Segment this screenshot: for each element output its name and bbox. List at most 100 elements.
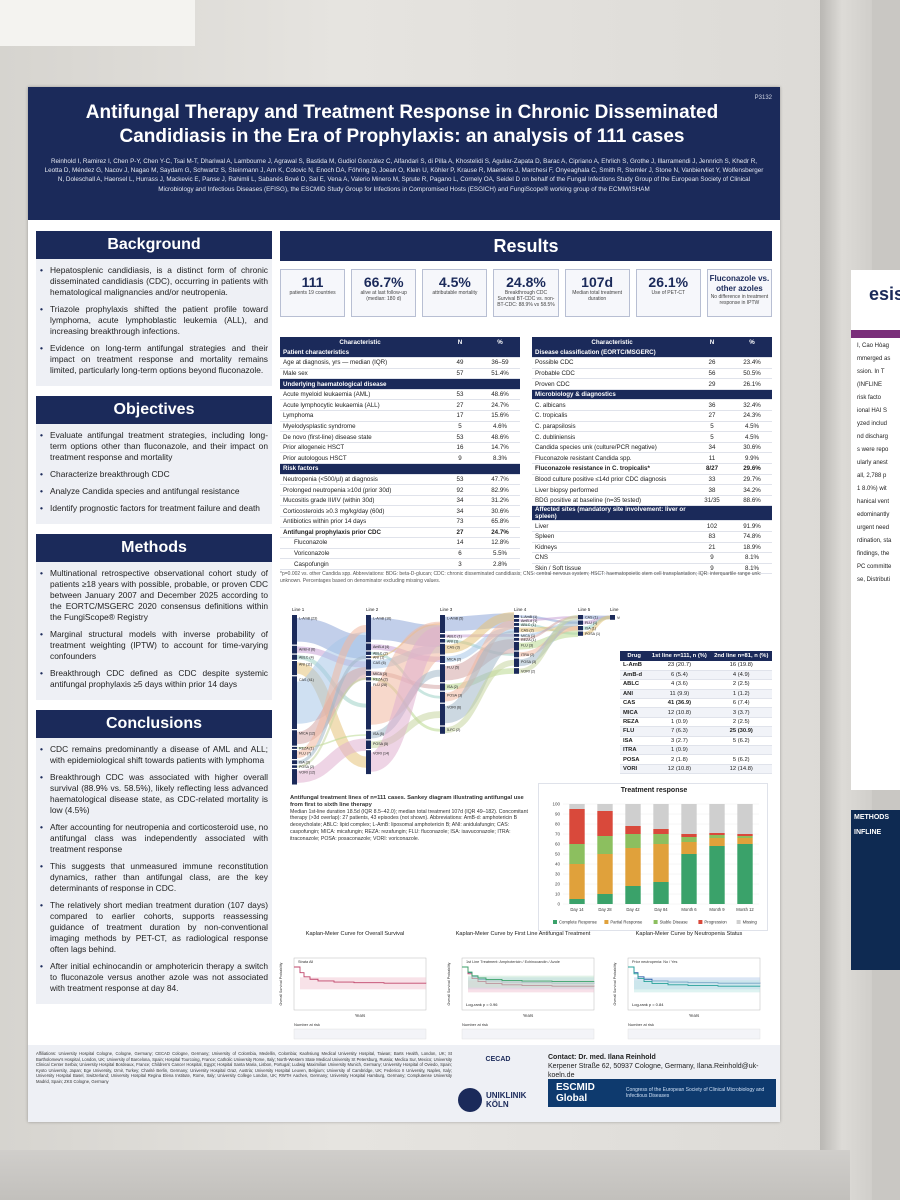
sankey-node [366, 750, 371, 775]
table-cell: 12 (10.8) [648, 764, 711, 775]
bar-segment [625, 804, 641, 826]
sankey-flow [443, 630, 516, 724]
table-cell [440, 463, 480, 475]
table-row: Lymphoma 17 15.6% [280, 410, 520, 422]
table-cell: 32.4% [732, 399, 772, 412]
sankey-node [366, 730, 371, 740]
risk-table [627, 1028, 761, 1040]
table-row: C. tropicalis 27 24.3% [532, 410, 772, 422]
sankey-node-label: FLU (1) [585, 621, 597, 625]
km-curve [294, 966, 427, 984]
kpi-value: 26.1% [648, 274, 689, 290]
sankey-node [514, 641, 519, 651]
table-cell: 6 (5.4) [648, 670, 711, 681]
y-tick-label: 100 [552, 802, 560, 807]
table-cell: 12.8% [480, 537, 520, 549]
table-cell: 2 (2.5) [710, 679, 772, 690]
y-axis-label: Overall Survival Probability [613, 962, 617, 1005]
neighbour-line: se, Distributi [857, 577, 891, 583]
table-cell: 3 (2.7) [648, 736, 711, 747]
bullet-item: Evidence on long-term antifungal strateg… [40, 343, 268, 376]
sankey-node [514, 668, 519, 674]
sankey-node [366, 740, 371, 749]
bar-segment [597, 894, 613, 904]
kpi-label: Use of PET-CT [651, 290, 686, 296]
bar-segment [681, 842, 697, 854]
sankey-node-label: VORI (6) [447, 705, 461, 709]
neighbour-line: (INFLINE [857, 382, 883, 388]
table-row: Fluconazole 14 12.8% [280, 537, 520, 549]
affiliations: Affiliations: University Hospital Cologn… [36, 1051, 452, 1084]
table-cell: 23 (20.7) [648, 661, 711, 671]
bar-segment [709, 804, 725, 833]
table-cell: 3 [440, 558, 480, 570]
x-tick-label: Day 42 [626, 907, 640, 912]
bullet-item: After accounting for neutropenia and cor… [40, 822, 268, 855]
sankey-node-label: CAS (2) [521, 628, 534, 632]
disease-characteristics-table: Characteristic N% Disease classification (… [532, 337, 772, 575]
neighbour-panel-title: METHODS [854, 814, 889, 821]
table-row: Liver biopsy performed 38 34.2% [532, 484, 772, 496]
contact-label: Contact: Dr. med. Ilana Reinhold [548, 1054, 656, 1061]
table-cell: 38 [692, 484, 732, 496]
table-cell: 2.8% [480, 558, 520, 570]
table-row: Fluconazole resistance in C. tropicalis*… [532, 463, 772, 475]
sankey-node-label: ISA (2) [447, 685, 458, 689]
sankey-node [514, 651, 519, 658]
neighbour-line: rdination, sta [857, 538, 892, 544]
sankey-node [292, 769, 297, 785]
y-tick-label: 30 [555, 872, 561, 877]
sankey-node [366, 677, 371, 681]
background-section: Background Hepatosplenic candidiasis, is… [36, 231, 272, 386]
table-cell: Kidneys [532, 542, 692, 554]
table-cell: 83 [692, 531, 732, 543]
bar-segment [681, 854, 697, 904]
sankey-flow [518, 614, 579, 674]
legend-swatch [653, 920, 658, 924]
legend-label: Partial Response [610, 920, 643, 925]
bar-segment [653, 882, 669, 904]
table-cell: 5 (6.2) [710, 736, 772, 747]
bullet-item: Hepatosplenic candidiasis, is a distinct… [40, 265, 268, 298]
table-cell: ITRA [620, 745, 649, 756]
methods-section: Methods Multinational retrospective obse… [36, 534, 272, 700]
table-cell: Antifungal prophylaxis prior CDC [280, 527, 440, 539]
legend-swatch [736, 920, 741, 924]
bullet-item: Analyze Candida species and antifungal r… [40, 486, 268, 497]
bar-segment [597, 836, 613, 854]
x-axis-label: Years [355, 1013, 366, 1018]
table-cell: 4.5% [732, 421, 772, 433]
table-cell: Caspofungin [280, 558, 440, 570]
bar-segment [625, 886, 641, 904]
neighbour-line: 1 8.0%) wit [857, 486, 887, 492]
sankey-node [514, 633, 519, 637]
table-cell [440, 378, 480, 390]
sankey-line-label: Line 3 [440, 607, 453, 612]
sankey-node [292, 661, 297, 676]
conclusions-section: Conclusions CDC remains predominantly a … [36, 710, 272, 1004]
escmid-logo: ESCMID Global [556, 1082, 595, 1104]
table-cell: 33 [692, 474, 732, 486]
poster-header: P3132 Antifungal Therapy and Treatment R… [28, 87, 780, 220]
table-row: ITRA 1 (0.9) [620, 745, 772, 756]
bar-segment [653, 804, 669, 829]
table-cell: Prior allogeneic HSCT [280, 442, 440, 454]
uni-line-2: KÖLN [486, 1100, 509, 1109]
sankey-node-label: FLU (28) [373, 683, 387, 687]
table-cell: 23.4% [732, 357, 772, 369]
table-cell: 30.6% [732, 442, 772, 454]
y-axis-label: Overall Survival Probability [279, 962, 283, 1005]
sankey-node [366, 615, 371, 643]
km-plot: Prior neutropenia: No / Yes Log-rank p = … [613, 957, 761, 1040]
table-row: ISA 3 (2.7) 5 (6.2) [620, 736, 772, 747]
table-row: C. dubliniensis 5 4.5% [532, 431, 772, 443]
neighbour-line: s were repo [857, 447, 889, 453]
bar-segment [681, 837, 697, 842]
sankey-flow [296, 677, 367, 768]
table-row: C. parapsilosis 5 4.5% [532, 421, 772, 433]
table-row: CAS 41 (36.9) 6 (7.4) [620, 698, 772, 709]
neighbour-line: ularly anest [857, 460, 888, 466]
column-header: N [692, 337, 732, 347]
table-row: Myelodysplastic syndrome 5 4.6% [280, 421, 520, 433]
table-cell: 15.6% [480, 410, 520, 422]
